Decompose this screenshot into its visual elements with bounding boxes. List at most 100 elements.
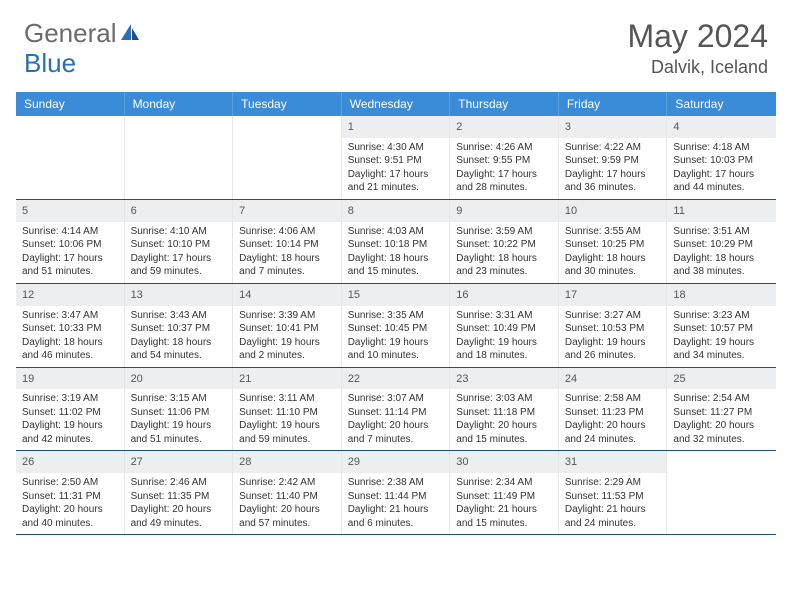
sunrise-text: Sunrise: 4:26 AM	[456, 141, 552, 155]
day-cell: 22Sunrise: 3:07 AMSunset: 11:14 PMDaylig…	[342, 368, 451, 451]
day-cell: 27Sunrise: 2:46 AMSunset: 11:35 PMDaylig…	[125, 451, 234, 534]
day-body: Sunrise: 2:54 AMSunset: 11:27 PMDaylight…	[667, 391, 776, 450]
day-cell: 13Sunrise: 3:43 AMSunset: 10:37 PMDaylig…	[125, 284, 234, 367]
daylight-text: Daylight: 20 hours and 49 minutes.	[131, 503, 227, 530]
day-body: Sunrise: 3:23 AMSunset: 10:57 PMDaylight…	[667, 308, 776, 367]
sunrise-text: Sunrise: 3:39 AM	[239, 309, 335, 323]
day-cell: 16Sunrise: 3:31 AMSunset: 10:49 PMDaylig…	[450, 284, 559, 367]
day-cell: 17Sunrise: 3:27 AMSunset: 10:53 PMDaylig…	[559, 284, 668, 367]
day-number: 1	[342, 116, 450, 138]
sunset-text: Sunset: 11:53 PM	[565, 490, 661, 504]
day-number: 26	[16, 451, 124, 473]
day-cell: 20 Sunrise: 3:15 AMSunset: 11:06 PMDaylig…	[125, 368, 234, 451]
dow-cell: Monday	[125, 92, 234, 116]
sunset-text: Sunset: 11:10 PM	[239, 406, 335, 420]
day-number: 20	[125, 368, 233, 390]
daylight-text: Daylight: 19 hours and 26 minutes.	[565, 336, 661, 363]
sunset-text: Sunset: 11:06 PM	[131, 406, 227, 420]
day-cell: 14Sunrise: 3:39 AMSunset: 10:41 PMDaylig…	[233, 284, 342, 367]
day-cell: 12Sunrise: 3:47 AMSunset: 10:33 PMDaylig…	[16, 284, 125, 367]
day-cell: 21Sunrise: 3:11 AMSunset: 11:10 PMDaylig…	[233, 368, 342, 451]
sunrise-text: Sunrise: 3:27 AM	[565, 309, 661, 323]
sunset-text: Sunset: 11:02 PM	[22, 406, 118, 420]
sunrise-text: Sunrise: 4:10 AM	[131, 225, 227, 239]
day-number: 12	[16, 284, 124, 306]
daylight-text: Daylight: 19 hours and 42 minutes.	[22, 419, 118, 446]
daylight-text: Daylight: 21 hours and 15 minutes.	[456, 503, 552, 530]
sunrise-text: Sunrise: 3:31 AM	[456, 309, 552, 323]
sunrise-text: Sunrise: 3:35 AM	[348, 309, 444, 323]
sunrise-text: Sunrise: 2:54 AM	[673, 392, 770, 406]
sunrise-text: Sunrise: 3:47 AM	[22, 309, 118, 323]
day-number: 25	[667, 368, 776, 390]
daylight-text: Daylight: 18 hours and 46 minutes.	[22, 336, 118, 363]
sunrise-text: Sunrise: 2:46 AM	[131, 476, 227, 490]
daylight-text: Daylight: 20 hours and 40 minutes.	[22, 503, 118, 530]
daylight-text: Daylight: 19 hours and 34 minutes.	[673, 336, 770, 363]
daylight-text: Daylight: 19 hours and 10 minutes.	[348, 336, 444, 363]
sunset-text: Sunset: 10:41 PM	[239, 322, 335, 336]
day-body: Sunrise: 4:26 AMSunset: 9:55 PMDaylight:…	[450, 140, 558, 199]
day-cell: 19Sunrise: 3:19 AMSunset: 11:02 PMDaylig…	[16, 368, 125, 451]
day-cell: 10Sunrise: 3:55 AMSunset: 10:25 PMDaylig…	[559, 200, 668, 283]
day-cell: 6Sunrise: 4:10 AMSunset: 10:10 PMDayligh…	[125, 200, 234, 283]
sunrise-text: Sunrise: 3:15 AM	[131, 392, 227, 406]
day-cell: .	[16, 116, 125, 199]
sunrise-text: Sunrise: 4:03 AM	[348, 225, 444, 239]
day-cell: 15Sunrise: 3:35 AMSunset: 10:45 PMDaylig…	[342, 284, 451, 367]
sunset-text: Sunset: 10:22 PM	[456, 238, 552, 252]
day-body: Sunrise: 4:22 AMSunset: 9:59 PMDaylight:…	[559, 140, 667, 199]
daylight-text: Daylight: 18 hours and 30 minutes.	[565, 252, 661, 279]
weeks-container: ...1Sunrise: 4:30 AMSunset: 9:51 PMDayli…	[16, 116, 776, 535]
dow-cell: Tuesday	[233, 92, 342, 116]
day-cell: 28Sunrise: 2:42 AMSunset: 11:40 PMDaylig…	[233, 451, 342, 534]
day-cell: 18Sunrise: 3:23 AMSunset: 10:57 PMDaylig…	[667, 284, 776, 367]
day-cell: 5Sunrise: 4:14 AMSunset: 10:06 PMDayligh…	[16, 200, 125, 283]
sunset-text: Sunset: 10:06 PM	[22, 238, 118, 252]
day-cell: 31Sunrise: 2:29 AMSunset: 11:53 PMDaylig…	[559, 451, 668, 534]
sunrise-text: Sunrise: 3:51 AM	[673, 225, 770, 239]
sunrise-text: Sunrise: 4:30 AM	[348, 141, 444, 155]
daylight-text: Daylight: 17 hours and 51 minutes.	[22, 252, 118, 279]
sunrise-text: Sunrise: 3:11 AM	[239, 392, 335, 406]
day-cell: 26Sunrise: 2:50 AMSunset: 11:31 PMDaylig…	[16, 451, 125, 534]
day-body: Sunrise: 3:51 AMSunset: 10:29 PMDaylight…	[667, 224, 776, 283]
sunset-text: Sunset: 10:25 PM	[565, 238, 661, 252]
location-label: Dalvik, Iceland	[627, 57, 768, 78]
sunset-text: Sunset: 11:49 PM	[456, 490, 552, 504]
daylight-text: Daylight: 19 hours and 18 minutes.	[456, 336, 552, 363]
sunrise-text: Sunrise: 2:29 AM	[565, 476, 661, 490]
day-body: Sunrise: 3:47 AMSunset: 10:33 PMDaylight…	[16, 308, 124, 367]
daylight-text: Daylight: 19 hours and 51 minutes.	[131, 419, 227, 446]
week-row: 12Sunrise: 3:47 AMSunset: 10:33 PMDaylig…	[16, 284, 776, 368]
daylight-text: Daylight: 21 hours and 6 minutes.	[348, 503, 444, 530]
sunset-text: Sunset: 11:44 PM	[348, 490, 444, 504]
day-number: 11	[667, 200, 776, 222]
sunset-text: Sunset: 10:37 PM	[131, 322, 227, 336]
sunrise-text: Sunrise: 3:07 AM	[348, 392, 444, 406]
day-cell: .	[667, 451, 776, 534]
daylight-text: Daylight: 18 hours and 38 minutes.	[673, 252, 770, 279]
day-number: 7	[233, 200, 341, 222]
day-body: Sunrise: 3:11 AMSunset: 11:10 PMDaylight…	[233, 391, 341, 450]
sunrise-text: Sunrise: 3:03 AM	[456, 392, 552, 406]
day-number: 21	[233, 368, 341, 390]
day-cell: 11Sunrise: 3:51 AMSunset: 10:29 PMDaylig…	[667, 200, 776, 283]
day-cell: 4Sunrise: 4:18 AMSunset: 10:03 PMDayligh…	[667, 116, 776, 199]
sunset-text: Sunset: 11:40 PM	[239, 490, 335, 504]
day-body: Sunrise: 2:29 AMSunset: 11:53 PMDaylight…	[559, 475, 667, 534]
day-body: Sunrise: 4:30 AMSunset: 9:51 PMDaylight:…	[342, 140, 450, 199]
day-number: 27	[125, 451, 233, 473]
day-number: 10	[559, 200, 667, 222]
dow-cell: Friday	[559, 92, 668, 116]
sunrise-text: Sunrise: 2:38 AM	[348, 476, 444, 490]
day-cell: 8Sunrise: 4:03 AMSunset: 10:18 PMDayligh…	[342, 200, 451, 283]
title-block: May 2024 Dalvik, Iceland	[627, 18, 768, 78]
sunset-text: Sunset: 10:53 PM	[565, 322, 661, 336]
dow-cell: Wednesday	[342, 92, 451, 116]
daylight-text: Daylight: 18 hours and 54 minutes.	[131, 336, 227, 363]
sunrise-text: Sunrise: 4:06 AM	[239, 225, 335, 239]
day-number: 19	[16, 368, 124, 390]
brand-word-1: General	[24, 18, 117, 49]
day-number: 28	[233, 451, 341, 473]
